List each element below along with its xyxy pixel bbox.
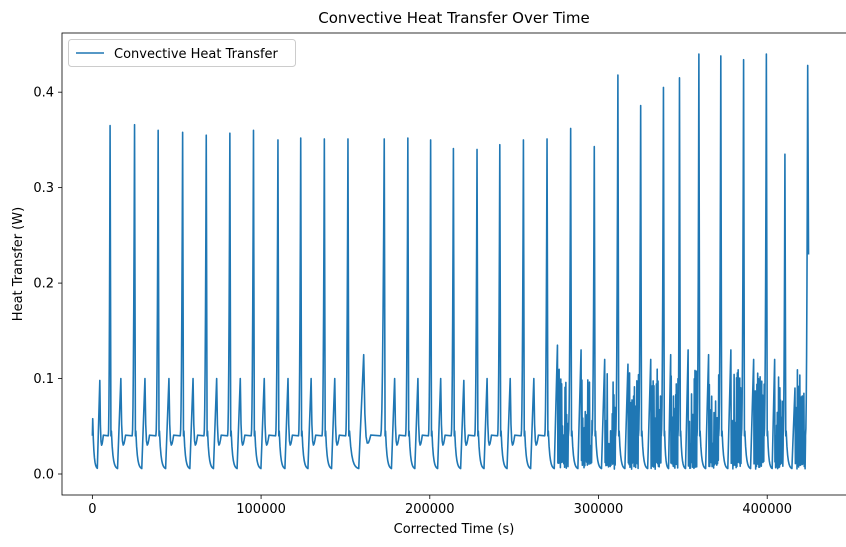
y-tick-label: 0.3 (33, 181, 54, 196)
x-tick-label: 100000 (236, 502, 286, 517)
y-axis: 0.0 0.1 0.2 0.3 0.4 (33, 86, 62, 483)
y-axis-label: Heat Transfer (W) (11, 207, 26, 321)
y-tick-label: 0.2 (33, 277, 54, 292)
y-tick-label: 0.4 (33, 86, 54, 101)
plot-frame (61, 32, 846, 496)
x-axis-label: Corrected Time (s) (394, 522, 515, 537)
plot-area (91, 53, 810, 470)
y-tick-label: 0.0 (33, 468, 54, 483)
chart-title: Convective Heat Transfer Over Time (318, 9, 589, 27)
x-tick-label: 0 (88, 502, 96, 517)
legend: Convective Heat Transfer (68, 39, 296, 67)
x-tick-label: 200000 (405, 502, 455, 517)
series-line-convective-heat-transfer (91, 53, 810, 470)
x-tick-label: 300000 (574, 502, 624, 517)
y-tick-label: 0.1 (33, 372, 54, 387)
x-tick-label: 400000 (742, 502, 792, 517)
x-axis: 0 100000 200000 300000 400000 (88, 495, 792, 517)
legend-label: Convective Heat Transfer (114, 47, 279, 62)
legend-box (68, 39, 296, 67)
